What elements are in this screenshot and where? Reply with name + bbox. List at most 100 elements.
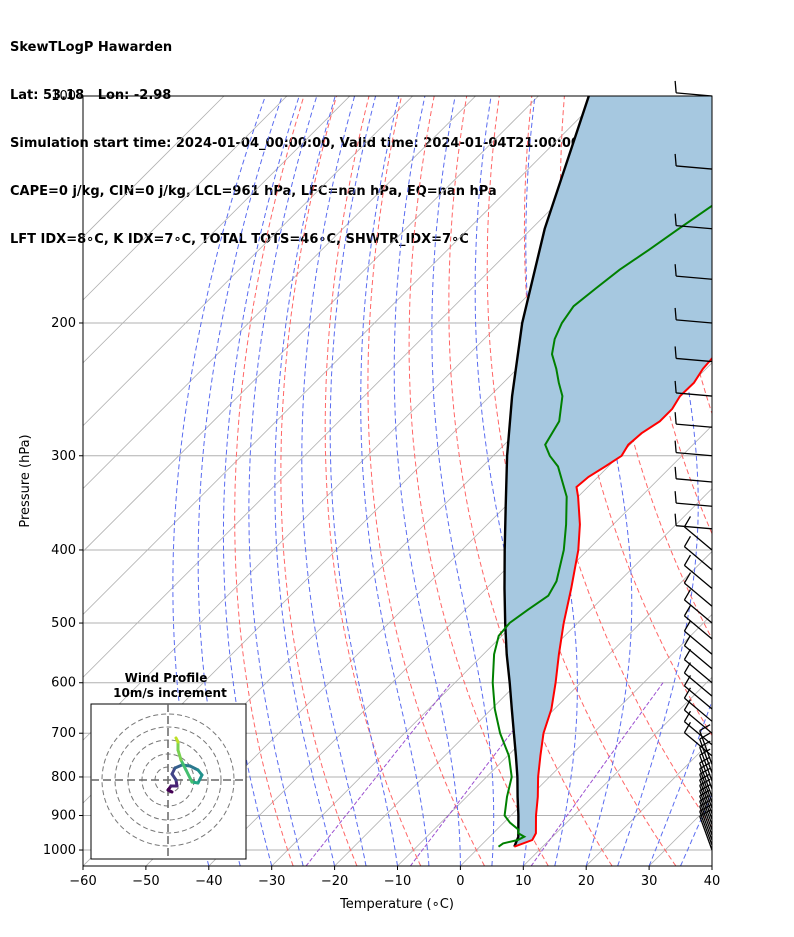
- wind-barb: [674, 80, 713, 97]
- wind-barb: [674, 491, 713, 507]
- y-tick-label: 1000: [43, 843, 76, 858]
- barb-staff: [684, 697, 713, 722]
- wind-barb: [674, 380, 713, 397]
- isotherm: [271, 425, 712, 866]
- barb-staff: [676, 392, 713, 397]
- barb-staff: [699, 795, 713, 830]
- wind-barb: [674, 346, 713, 363]
- barb-flag: [683, 554, 692, 566]
- barb-staff: [684, 564, 713, 590]
- mixing-ratio-line: [305, 682, 452, 866]
- hodograph-ring: [101, 713, 235, 847]
- barb-staff: [699, 811, 713, 846]
- barb-staff: [684, 685, 713, 710]
- hodograph-segment: [184, 768, 194, 784]
- isotherm: [83, 96, 665, 678]
- barb-flag: [683, 721, 692, 734]
- wind-barb: [683, 634, 713, 670]
- isotherm: [83, 96, 413, 427]
- moist-adiabat: [197, 96, 283, 866]
- moist-adiabat: [248, 96, 318, 866]
- dry-adiabat: [486, 96, 677, 866]
- barb-staff: [699, 738, 713, 774]
- x-axis-ticks: −60 −50 −40 −30 −20 −10 0 10 20 30 40: [69, 866, 720, 889]
- x-tick-label: 40: [704, 874, 721, 889]
- wind-barb: [683, 710, 713, 746]
- y-tick-label: 900: [51, 809, 76, 824]
- barb-staff: [699, 815, 713, 851]
- moist-adiabat: [360, 96, 430, 866]
- barb-staff: [684, 546, 713, 571]
- wind-barb: [674, 213, 713, 230]
- barb-staff: [684, 582, 713, 607]
- parcel-line: [503, 96, 590, 848]
- dry-adiabat: [727, 96, 794, 866]
- wind-barb: [674, 264, 713, 280]
- barb-flag: [683, 589, 692, 601]
- dry-adiabat: [234, 96, 305, 866]
- isotherm: [334, 488, 712, 866]
- hodograph-segment: [174, 736, 180, 744]
- isotherm: [83, 96, 602, 615]
- station-title: SkewTLogP Hawarden: [10, 40, 173, 55]
- barb-staff: [676, 451, 713, 457]
- moist-adiabat: [711, 864, 712, 866]
- barb-staff: [676, 92, 713, 97]
- barb-staff: [699, 768, 713, 803]
- simulation-time: Simulation start time: 2024-01-04_00:00:…: [10, 136, 603, 151]
- barb-flag: [674, 80, 677, 93]
- barb-staff: [684, 672, 713, 697]
- barb-staff: [699, 779, 713, 814]
- hodograph-ring: [114, 726, 222, 834]
- barb-flag: [683, 572, 692, 584]
- wind-barb: [699, 732, 713, 774]
- isotherm: [83, 96, 225, 238]
- y-tick-label: 200: [51, 316, 76, 331]
- barb-flag: [674, 153, 677, 166]
- moist-adiabat: [393, 96, 461, 866]
- barb-staff: [699, 805, 713, 841]
- barb-staff: [684, 709, 713, 734]
- dewpoint-line: [491, 204, 712, 848]
- stability-indices-1: CAPE=0 j/kg, CIN=0 j/kg, LCL=961 hPa, LF…: [10, 184, 497, 199]
- wind-barb: [674, 153, 713, 170]
- barb-staff: [699, 790, 713, 825]
- barb-flag: [674, 380, 677, 393]
- barb-flag: [683, 535, 692, 548]
- isotherm: [83, 96, 539, 553]
- wind-barb: [674, 412, 713, 428]
- y-tick-label: 700: [51, 726, 76, 741]
- barb-staff: [684, 599, 713, 624]
- moist-adiabat: [301, 96, 367, 866]
- y-axis-label: Pressure (hPa): [18, 434, 33, 527]
- wind-barb: [674, 440, 713, 457]
- x-tick-label: −10: [384, 874, 411, 889]
- barb-staff: [676, 423, 713, 428]
- wind-barb: [683, 554, 713, 590]
- hodograph-title: Wind Profile: [125, 671, 208, 685]
- barb-staff: [676, 275, 713, 280]
- x-tick-label: −60: [69, 874, 96, 889]
- y-tick-label: 500: [51, 616, 76, 631]
- barb-staff: [676, 319, 713, 324]
- isotherm: [711, 865, 712, 866]
- cape-area: [504, 96, 712, 847]
- barb-flag: [683, 648, 692, 660]
- hodograph-segment: [179, 758, 188, 772]
- barb-flag: [674, 513, 677, 526]
- barb-staff: [684, 526, 713, 551]
- barb-staff: [699, 754, 713, 790]
- wind-barb: [683, 516, 713, 551]
- wind-barb: [683, 699, 713, 734]
- barb-staff: [684, 615, 713, 640]
- wind-barb: [683, 535, 713, 571]
- wind-barb: [683, 620, 713, 655]
- barb-staff: [684, 645, 713, 670]
- x-tick-label: 20: [578, 874, 595, 889]
- y-tick-label: 100: [51, 89, 76, 104]
- wind-barb: [683, 589, 713, 624]
- wind-barb: [683, 721, 713, 757]
- x-tick-label: −40: [195, 874, 222, 889]
- moist-adiabat: [617, 96, 699, 866]
